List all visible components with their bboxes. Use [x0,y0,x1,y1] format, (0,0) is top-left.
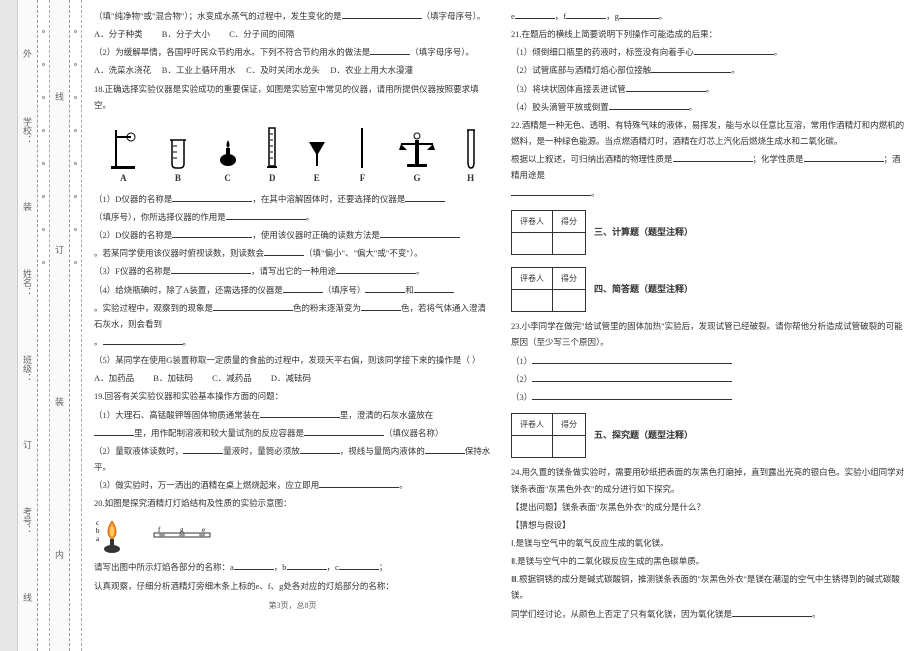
question-text: 认真观察，仔细分析酒精灯旁细木条上标的e、f、g处各对应的灯焰部分的名称： [94,578,491,594]
graduated-cylinder-icon [265,120,279,170]
question-text: 22.酒精是一种无色、透明、有特殊气味的液体，易挥发，能与水以任意比互溶，常用作… [511,117,908,149]
margin-label: 订 [21,440,34,449]
left-column: （填"纯净物"或"混合物"）；水变成水蒸气的过程中，发生变化的是（填字母序号）。… [94,8,491,643]
section-title: 三、计算题（题型注释） [594,224,693,241]
question-text: （5）某同学在使用G装置称取一定质量的食盐的过程中，发现天平右偏，则该同学接下来… [94,352,491,368]
question-text: 【提出问题】镁条表面"灰黑色外衣"的成分是什么？ [511,499,908,515]
funnel-icon [306,120,328,170]
question-text: （填序号），你所选择仪器的作用是。 [94,209,491,225]
question-text: 同学们经讨论，从颜色上否定了只有氧化镁，因为氧化镁是。 [511,606,908,622]
balance-icon [397,120,437,170]
flame-diagram: c b a f g e [94,515,491,555]
score-table: 评卷人得分 [511,210,586,255]
question-text: 。若某同学使用该仪器时俯视读数，则读数会（填"偏小"、"偏大"或"不变"）。 [94,245,491,261]
flame-icon: c b a [94,515,144,555]
margin-label: 订 [53,245,66,254]
question-text: （3）做实验时，万一洒出的酒精在桌上燃烧起来，应立即用。 [94,477,491,493]
question-text: 。 [511,185,908,201]
question-text: （3）将块状固体直接丢进试管。 [511,81,908,97]
question-text: 18.正确选择实验仪器是实验成功的重要保证，如图是实验室中常见的仪器，请用所提供… [94,81,491,113]
page-number: 第3页，总8页 [94,598,491,613]
equip-b: B [166,120,190,187]
vertical-ruler [0,0,18,651]
beaker-icon [166,120,190,170]
equip-g: G [397,120,437,187]
section-title: 四、简答题（题型注释） [594,281,693,298]
section-title: 五、探究题（题型注释） [594,427,693,444]
question-text: 21.在题后的横线上简要说明下列操作可能造成的后果： [511,26,908,42]
question-text: （2）D仪器的名称是，使用该仪器时正确的读数方法是 [94,227,491,243]
question-text: 。实验过程中，观察到的现象是色的粉末逐渐变为色，若将气体通入澄清石灰水，则会看到 [94,300,491,332]
margin-label: 线 [53,92,66,101]
equip-h: H [464,120,478,187]
question-text: （2）为缓解旱情，各国呼吁民众节约用水。下列不符合节约用水的做法是（填字母序号）… [94,44,491,60]
question-text: 23.小李同学在做完"给试管里的固体加热"实验后，发现试管已经破裂。请你帮他分析… [511,318,908,350]
question-text: 【猜想与假设】 [511,517,908,533]
equip-e: E [306,120,328,187]
margin-label: 内 [53,550,66,559]
margin-label: 线 [21,593,34,602]
margin-label: 姓名： [21,269,34,296]
glass-rod-icon [354,120,370,170]
margin-label: 外 [21,49,34,58]
margin-label: 班级： [21,355,34,382]
binding-margin-inner: 线 订 装 内 [50,0,70,651]
option-row: A．洗菜水浇花 B．工业上循环用水 C．及时关闭水龙头 D．农业上用大水漫灌 [94,62,491,78]
score-table: 评卷人得分 [511,267,586,312]
question-text: （填"纯净物"或"混合物"）；水变成水蒸气的过程中，发生变化的是（填字母序号）。 [94,8,491,24]
wood-strip-icon: f g e [152,525,212,545]
page-content: （填"纯净物"或"混合物"）；水变成水蒸气的过程中，发生变化的是（填字母序号）。… [82,0,920,651]
question-text: 19.回答有关实验仪器和实验基本操作方面的问题： [94,388,491,404]
question-text: （4）胶头滴管平放或倒置。 [511,99,908,115]
question-text: （1）大理石、高锰酸钾等固体物质通常装在里，澄清的石灰水盛放在 [94,407,491,423]
score-section-4: 评卷人得分 四、简答题（题型注释） [511,261,908,318]
option-row: A．分子种类 B．分子大小 C．分子间的间隔 [94,26,491,42]
question-text: 。。 [94,334,491,350]
question-text: 20.如图是探究酒精灯灯焰结构及性质的实验示意图： [94,495,491,511]
binding-margin-outer: 外 学校： 装 姓名： 班级： 订 考号： 线 [18,0,38,651]
question-text: （3）F仪器的名称是，请写出它的一种用途。 [94,263,491,279]
question-text: 里，用作配制溶液和较大量试剂的反应容器是（填仪器名称） [94,425,491,441]
test-tube-icon [464,120,478,170]
margin-label: 装 [21,202,34,211]
question-text: 24.用久置的镁条做实验时，需要用砂纸把表面的灰黑色打磨掉，直到露出光亮的银白色… [511,464,908,496]
question-text: （4）给烧瓶碘时，除了A装置，还需选择的仪器是（填序号）和 [94,282,491,298]
question-text: （1）D仪器的名称是，在其中溶解固体时，还要选择的仪器是 [94,191,491,207]
svg-text:a: a [96,535,100,543]
question-text: （2）量取液体读数时，量液时，量筒必须放，视线与量筒内液体的保持水平。 [94,443,491,475]
alcohol-lamp-icon [217,120,239,170]
dotted-fold-line-2 [70,0,82,651]
svg-text:c: c [96,519,99,527]
question-text: （2） [511,371,908,387]
svg-text:e: e [202,526,205,534]
equipment-diagram: A B C D E [94,117,491,187]
right-column: e，f，g。 21.在题后的横线上简要说明下列操作可能造成的后果： （1）倾倒细… [511,8,908,643]
margin-label: 学校： [21,117,34,144]
equip-f: F [354,120,370,187]
dotted-fold-line-1 [38,0,50,651]
question-text: （3） [511,389,908,405]
score-table: 评卷人得分 [511,413,586,458]
score-section-5: 评卷人得分 五、探究题（题型注释） [511,407,908,464]
equip-d: D [265,120,279,187]
question-text: Ⅲ.根据铜锈的成分是碱式碳酸铜，推测镁条表面的"灰黑色外衣"是镁在潮湿的空气中生… [511,571,908,603]
question-text: e，f，g。 [511,8,908,24]
document-workspace: 外 学校： 装 姓名： 班级： 订 考号： 线 线 订 装 内 （填"纯净物"或… [0,0,920,651]
question-text: Ⅱ.是镁与空气中的二氧化碳反应生成的黑色碳单质。 [511,553,908,569]
question-text: （1） [511,353,908,369]
margin-label: 装 [53,397,66,406]
equip-c: C [217,120,239,187]
question-text: （2）试管底部与酒精灯焰心部位接触。 [511,62,908,78]
question-text: 根据以上叙述，可归纳出酒精的物理性质是；化学性质是；酒精用途是 [511,151,908,183]
question-text: （1）倾倒细口瓶里的药液时，标签没有向着手心。 [511,44,908,60]
svg-text:g: g [180,526,184,534]
question-text: 请写出图中所示灯焰各部分的名称：a，b，c； [94,559,491,575]
ring-stand-icon [107,120,139,170]
svg-text:b: b [96,527,100,535]
option-row: A．加药品 B．加砝码 C．减药品 D．减砝码 [94,370,491,386]
equip-a: A [107,120,139,187]
question-text: Ⅰ.是镁与空气中的氧气反应生成的氧化镁。 [511,535,908,551]
score-section-3: 评卷人得分 三、计算题（题型注释） [511,204,908,261]
margin-label: 考号： [21,507,34,534]
